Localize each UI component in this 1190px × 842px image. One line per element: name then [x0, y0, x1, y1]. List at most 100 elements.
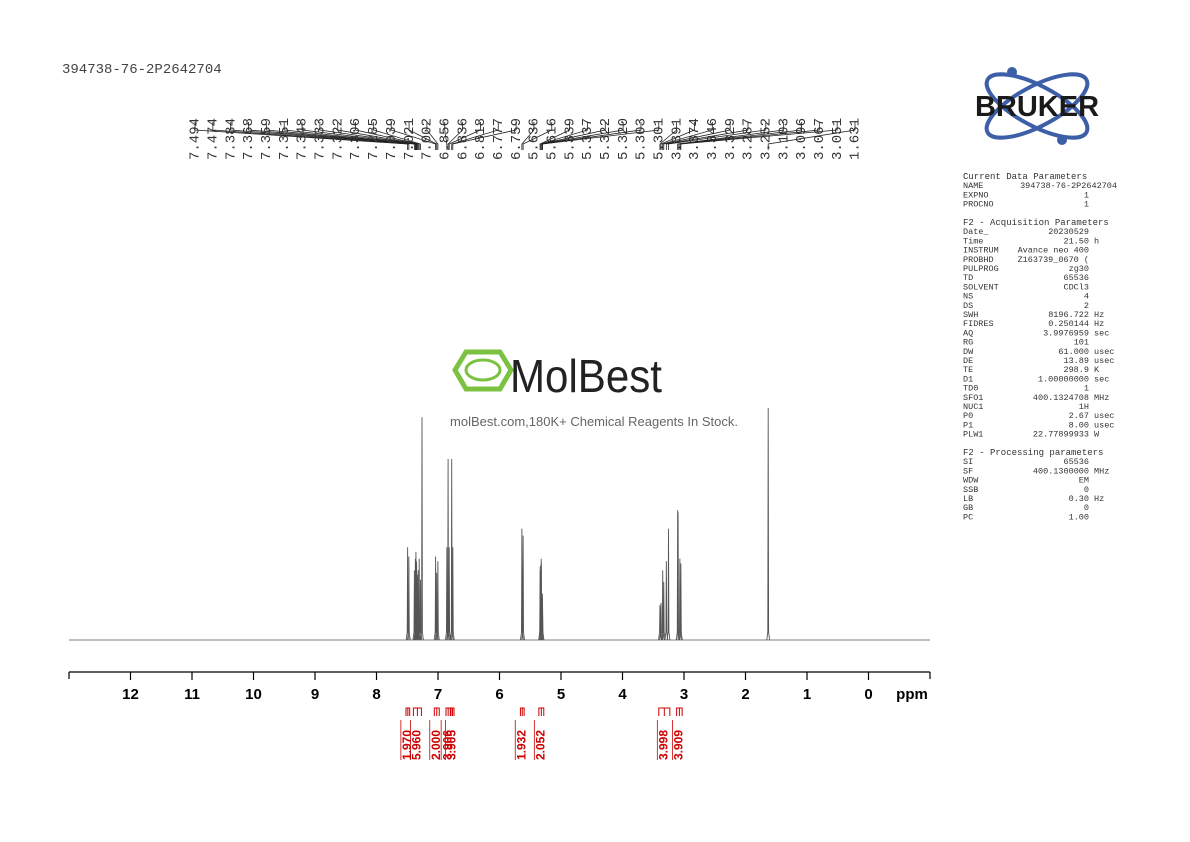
peak [766, 407, 771, 641]
parameter-name: P1 [963, 420, 973, 430]
peak-leader [660, 122, 695, 150]
parameter-value: 65536 [1063, 457, 1089, 467]
parameter-section-title: F2 - Acquisition Parameters [963, 218, 1109, 228]
parameter-name: INSTRUM [963, 246, 999, 256]
peak-label: 7.348 [295, 118, 311, 160]
peak-label: 6.818 [473, 118, 489, 160]
parameter-value: 400.1300000 [1033, 466, 1089, 476]
parameter-name: LB [963, 494, 973, 504]
parameter-value: 1.00000000 [1038, 374, 1089, 384]
peak-label: 5.636 [527, 118, 543, 160]
parameter-value: 101 [1074, 338, 1089, 348]
peak-label: 7.002 [420, 118, 436, 160]
x-tick-label: 5 [557, 686, 565, 703]
peak-leader [668, 122, 767, 150]
parameter-name: NAME [963, 181, 983, 191]
parameter-unit: MHz [1094, 466, 1109, 476]
parameter-value: 400.1324708 [1033, 393, 1089, 403]
parameter-value: Z163739_0670 ( [1018, 255, 1089, 265]
integral-label: 3.998 [656, 730, 670, 760]
parameter-value: 8196.722 [1048, 310, 1089, 320]
parameter-name: TE [963, 365, 973, 375]
peak [678, 558, 682, 641]
parameter-unit: Hz [1094, 494, 1104, 504]
peak-label: 7.039 [384, 118, 400, 160]
peak-label: 7.384 [223, 118, 239, 160]
peak [407, 556, 411, 641]
peak [666, 528, 671, 641]
peak-leader [230, 122, 415, 150]
x-tick-label: 6 [495, 686, 503, 703]
logo-text: BRUKER [975, 91, 1099, 123]
integral-label: 2.000 [429, 730, 443, 760]
peak-leader [663, 122, 731, 150]
parameter-section-title: Current Data Parameters [963, 172, 1087, 182]
parameter-value: 1 [1084, 190, 1089, 200]
peak-leader [390, 122, 437, 150]
x-tick-label: 2 [741, 686, 749, 703]
parameter-unit: Hz [1094, 319, 1104, 329]
peak-leader [659, 122, 678, 150]
peak-leader [542, 122, 660, 150]
peak-leader [355, 122, 420, 150]
peak-label: 1.631 [848, 118, 864, 160]
parameter-value: 61.000 [1058, 347, 1089, 357]
integral-label: 3.905 [445, 730, 459, 760]
peak-leader [372, 122, 421, 150]
parameter-name: PROBHD [963, 255, 994, 265]
parameter-unit: Hz [1094, 310, 1104, 320]
parameter-name: AQ [963, 328, 973, 338]
bruker-logo: BRUKER [975, 67, 1099, 145]
parameter-value: 4 [1084, 292, 1089, 302]
parameter-name: Date_ [963, 227, 989, 237]
parameter-unit: sec [1094, 328, 1109, 338]
peak-leader [521, 122, 535, 150]
peak-leader [194, 122, 409, 150]
watermark: MolBest molBest.com,180K+ Chemical Reage… [450, 349, 738, 429]
peak-leader [448, 122, 481, 150]
x-tick-label: 9 [311, 686, 319, 703]
peak-leader [444, 122, 448, 150]
parameter-unit: usec [1094, 411, 1114, 421]
peak-leader [680, 122, 838, 150]
integral-label: 3.909 [672, 730, 686, 760]
peak-label: 6.777 [491, 118, 507, 160]
peak-leader [767, 122, 856, 150]
integral-label: 5.960 [410, 730, 424, 760]
parameter-value: 2.67 [1069, 411, 1089, 421]
peak-leader [539, 122, 588, 150]
logo-dot [1057, 135, 1067, 145]
peak-leader [337, 122, 419, 150]
parameter-value: 3.9976959 [1043, 328, 1089, 338]
parameter-name: PC [963, 512, 973, 522]
parameter-unit: usec [1094, 356, 1114, 366]
parameter-value: 1 [1084, 200, 1089, 210]
peak-label: 7.322 [330, 118, 346, 160]
parameter-value: 2 [1084, 301, 1089, 311]
integral-label: 1.932 [514, 730, 528, 760]
watermark-tagline: molBest.com,180K+ Chemical Reagents In S… [450, 414, 738, 429]
parameter-name: NUC1 [963, 402, 983, 412]
parameter-value: CDCl3 [1063, 282, 1089, 292]
parameter-value: 1 [1084, 384, 1089, 394]
peak-leader [447, 122, 463, 150]
parameter-unit: usec [1094, 420, 1114, 430]
parameter-unit: sec [1094, 374, 1109, 384]
parameter-name: SI [963, 457, 973, 467]
peak-label: 5.320 [616, 118, 632, 160]
peak [540, 598, 545, 641]
peak [420, 417, 424, 641]
parameter-value: zg30 [1069, 264, 1089, 274]
peak-leader [408, 122, 438, 150]
x-tick-label: 8 [372, 686, 380, 703]
parameter-unit: MHz [1094, 393, 1109, 403]
peak [450, 547, 455, 641]
peak-label: 7.494 [188, 118, 204, 160]
peak-label: 7.021 [402, 118, 418, 160]
parameter-name: WDW [963, 476, 979, 486]
parameter-name: DS [963, 301, 973, 311]
parameter-value: 0 [1084, 485, 1089, 495]
parameter-value: 22.77899933 [1033, 430, 1089, 440]
